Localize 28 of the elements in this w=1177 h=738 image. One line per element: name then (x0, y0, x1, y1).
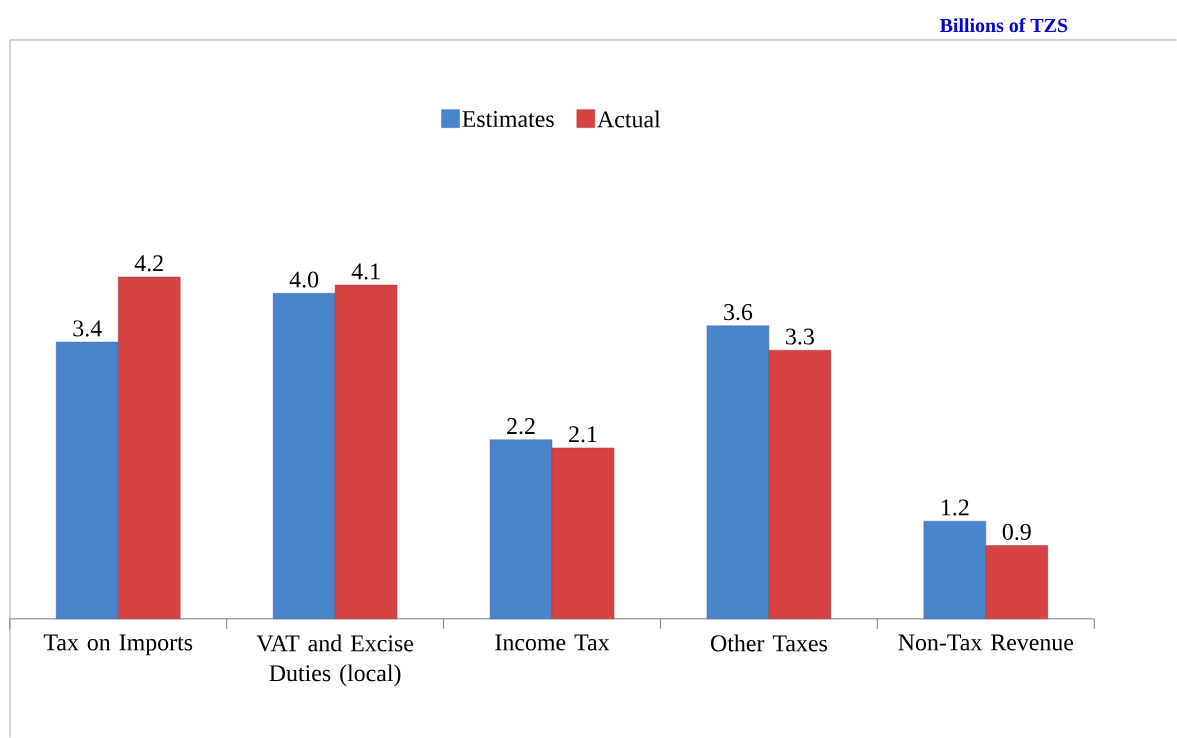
data-label: 2.1 (569, 426, 597, 443)
bar (272, 292, 336, 619)
bar (768, 349, 832, 619)
bar (118, 276, 181, 619)
x-tick-label: Other Taxes (711, 634, 827, 652)
bar (985, 545, 1048, 619)
data-label: 3.3 (786, 328, 814, 345)
data-label: 4.1 (351, 263, 380, 280)
bar (489, 439, 553, 619)
chart-title: Billions of TZS (939, 17, 1068, 33)
bar (56, 341, 119, 619)
data-label: 1.2 (941, 499, 969, 516)
x-tick-label: Income Tax (495, 634, 610, 651)
data-label: 2.2 (507, 417, 535, 435)
legend-label: Actual (597, 110, 661, 128)
x-tick-label: VAT and Excise Duties (local) (256, 634, 414, 687)
x-tick-label: Tax on Imports (43, 634, 193, 656)
bar (334, 284, 398, 619)
legend-label: Estimates (462, 110, 554, 127)
data-label: 3.4 (73, 320, 102, 337)
bar (551, 447, 615, 619)
data-label: 0.9 (1002, 523, 1031, 540)
bar (706, 325, 770, 619)
bar (923, 520, 987, 619)
data-label: 4.0 (289, 271, 319, 288)
data-label: 4.2 (134, 255, 163, 272)
data-label: 3.6 (724, 304, 753, 321)
x-tick-label: Non-Tax Revenue (898, 634, 1074, 651)
